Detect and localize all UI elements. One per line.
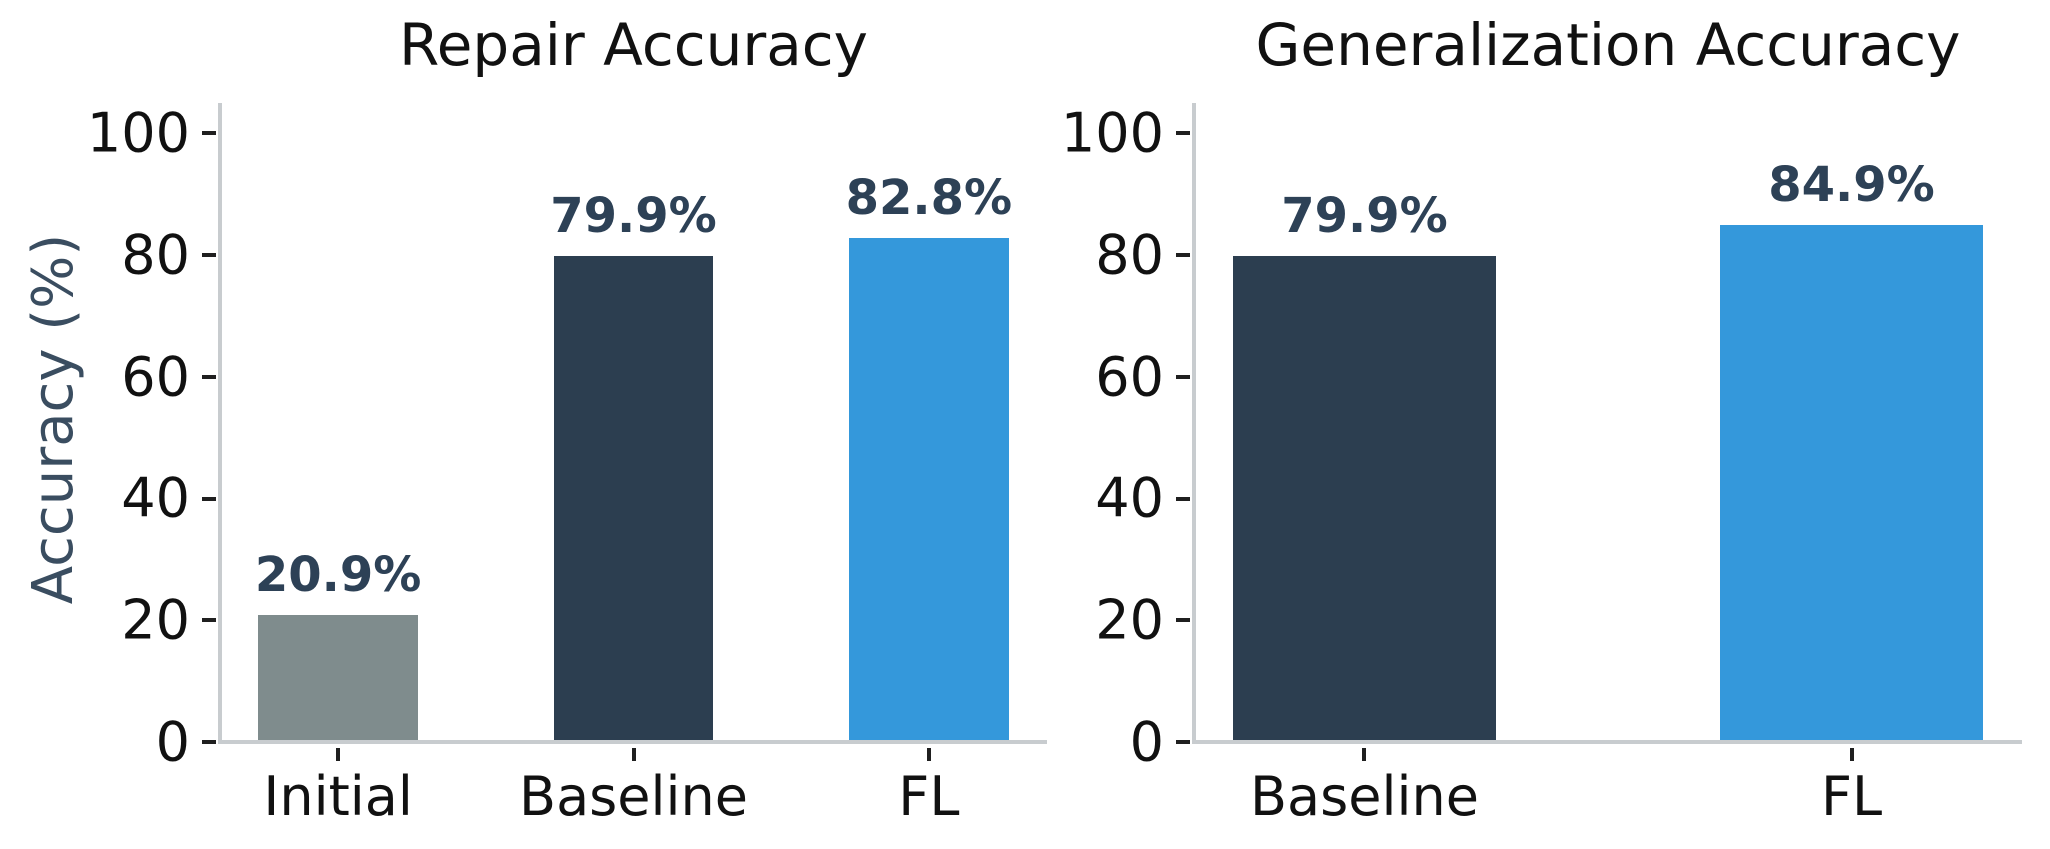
- y-tick-mark: [1176, 374, 1190, 379]
- panel-title-generalization-accuracy: Generalization Accuracy: [1255, 11, 1961, 79]
- y-tick-mark: [1176, 740, 1190, 744]
- bar-value-label: 79.9%: [550, 187, 717, 244]
- y-tick-mark: [1176, 496, 1190, 501]
- y-tick-label: 60: [121, 345, 190, 409]
- x-tick-label: Initial: [263, 765, 413, 828]
- y-tick-label: 40: [1095, 466, 1164, 530]
- y-tick-mark: [1176, 253, 1190, 258]
- y-tick-label: 100: [86, 101, 190, 165]
- x-tick-label: FL: [898, 765, 960, 828]
- bar-baseline: [1232, 255, 1496, 742]
- y-tick-label: 20: [121, 588, 190, 652]
- bar-value-label: 82.8%: [845, 170, 1013, 227]
- y-tick-mark: [202, 253, 216, 258]
- x-axis-line: [1194, 740, 2022, 744]
- y-axis-label: Accuracy (%): [21, 233, 86, 605]
- y-axis-spine: [1192, 103, 1196, 744]
- y-tick-label: 20: [1095, 588, 1164, 652]
- x-tick-label: FL: [1820, 765, 1883, 828]
- y-tick-label: 40: [121, 466, 190, 530]
- plot-area-1: 0 20 40 60 80 100 79.9% Baseline 84.9% FL: [1061, 103, 2022, 824]
- bar-fl: [1720, 225, 1984, 742]
- y-tick-mark: [202, 740, 216, 744]
- y-tick-mark: [202, 618, 216, 623]
- y-tick-label: 0: [155, 710, 190, 774]
- x-tick-mark: [1362, 748, 1367, 761]
- bar-value-label: 84.9%: [1768, 157, 1935, 214]
- y-tick-mark: [1176, 618, 1190, 623]
- x-tick-mark: [1849, 748, 1854, 761]
- bar-initial: [258, 614, 418, 742]
- x-axis-line: [220, 740, 1047, 744]
- x-tick-mark: [631, 748, 636, 761]
- y-tick-label: 80: [1095, 223, 1164, 287]
- y-tick-mark: [202, 374, 216, 379]
- x-tick-mark: [336, 748, 341, 761]
- x-tick-label: Baseline: [519, 765, 748, 828]
- x-tick-mark: [926, 748, 931, 761]
- y-tick-label: 80: [121, 223, 190, 287]
- plot-area-0: 0 20 40 60 80 100 20.9% Initial 79.9% Baseline 82.…: [87, 103, 1047, 824]
- y-tick-mark: [202, 131, 216, 136]
- y-tick-mark: [202, 496, 216, 501]
- bar-fl: [849, 238, 1009, 742]
- x-tick-label: Baseline: [1249, 765, 1479, 828]
- bar-value-label: 79.9%: [1281, 187, 1448, 244]
- y-tick-mark: [1176, 131, 1190, 136]
- bar-value-label: 20.9%: [254, 546, 422, 603]
- y-tick-label: 60: [1095, 345, 1164, 409]
- y-tick-label: 100: [1060, 101, 1164, 165]
- bar-baseline: [553, 255, 714, 742]
- panel-title-repair-accuracy: Repair Accuracy: [399, 11, 868, 79]
- y-axis-spine: [218, 103, 222, 744]
- y-tick-label: 0: [1129, 710, 1164, 774]
